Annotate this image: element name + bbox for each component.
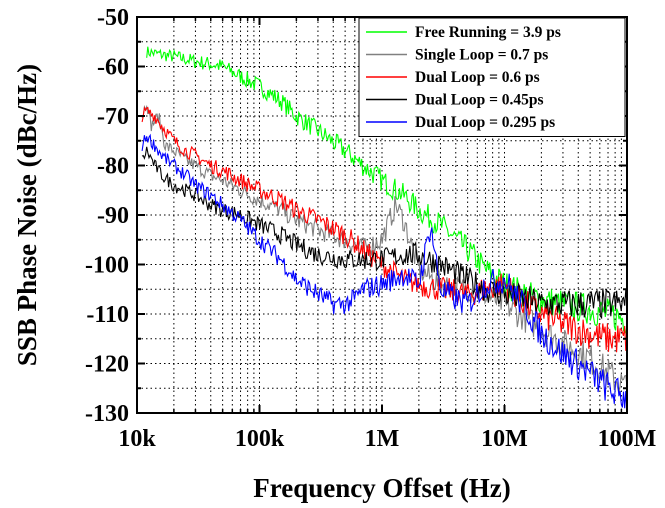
y-tick-label: -90 <box>97 203 129 229</box>
y-tick-label: -80 <box>97 154 129 180</box>
legend-label: Single Loop = 0.7 ps <box>415 47 548 64</box>
x-tick-label: 100M <box>598 426 657 452</box>
x-axis-label: Frequency Offset (Hz) <box>253 473 510 503</box>
x-tick-labels: 10k 100k 1M 10M 100M <box>118 426 656 452</box>
y-tick-label: -70 <box>97 104 129 130</box>
x-tick-label: 10M <box>481 426 528 452</box>
series-lines <box>141 46 628 412</box>
legend-label: Dual Loop = 0.45ps <box>415 92 544 109</box>
x-tick-label: 100k <box>235 426 285 452</box>
legend-label: Dual Loop = 0.295 ps <box>415 114 555 131</box>
x-tick-label: 1M <box>365 426 400 452</box>
x-tick-label: 10k <box>118 426 156 452</box>
legend-label: Free Running = 3.9 ps <box>415 24 561 41</box>
series-line-1 <box>146 46 628 334</box>
y-tick-labels: -130 -120 -110 -100 -90 -80 -70 -60 -50 <box>85 5 129 427</box>
series-line-5 <box>141 133 628 412</box>
y-tick-label: -50 <box>97 5 129 31</box>
y-tick-label: -60 <box>97 55 129 81</box>
legend-label: Dual Loop = 0.6 ps <box>415 69 540 86</box>
series-line-2 <box>141 104 628 394</box>
y-axis-label: SSB Phase Noise (dBc/Hz) <box>12 64 42 366</box>
gridlines <box>137 17 627 413</box>
y-tick-label: -110 <box>86 302 129 328</box>
y-tick-label: -120 <box>85 352 129 378</box>
y-tick-label: -130 <box>85 401 129 427</box>
series-line-3 <box>141 105 628 353</box>
legend: Free Running = 3.9 ps Single Loop = 0.7 p… <box>358 17 626 137</box>
y-tick-label: -100 <box>85 253 129 279</box>
